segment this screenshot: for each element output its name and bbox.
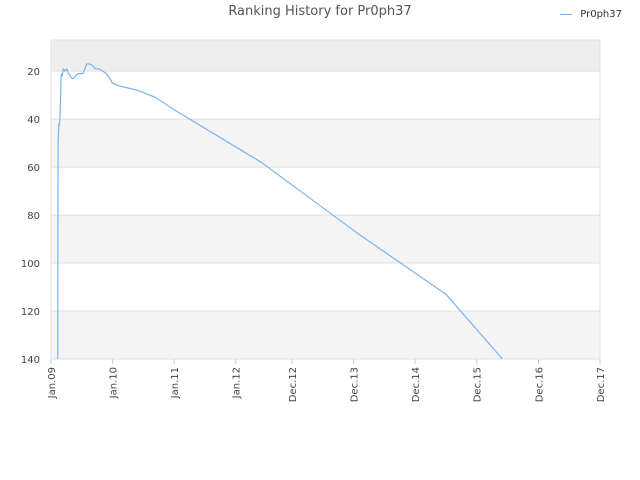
series-layer <box>57 63 503 360</box>
y-tick-label: 100 <box>21 259 40 270</box>
legend[interactable]: Pr0ph37 <box>560 9 622 20</box>
x-tick-label: Dec.16 <box>534 367 545 402</box>
x-tick-label: Dec.12 <box>288 367 299 402</box>
chart-title: Ranking History for Pr0ph37 <box>228 4 412 19</box>
legend-swatch <box>560 14 573 15</box>
y-tick-label: 140 <box>21 355 40 366</box>
x-tick-label: Dec.14 <box>411 367 422 402</box>
y-tick-label: 80 <box>27 211 40 222</box>
y-tick-label: 120 <box>21 307 40 318</box>
x-tick-label: Jan.11 <box>170 367 181 399</box>
plot-band <box>51 215 600 264</box>
series-line <box>57 63 503 360</box>
plot-band <box>51 40 600 72</box>
y-tick-label: 20 <box>27 67 40 78</box>
x-tick-label: Jan.12 <box>232 367 243 399</box>
y-tick-label: 60 <box>27 163 40 174</box>
plot-band <box>51 311 600 359</box>
plot-band <box>51 167 600 216</box>
plot-band <box>51 119 600 168</box>
plot-bands <box>51 40 600 359</box>
axes: 20 40 60 80 100 120 140 Jan.09 Jan.10 Jan.11 Jan.1… <box>21 67 607 402</box>
x-tick-label: Dec.15 <box>473 367 484 402</box>
plot-band <box>51 263 600 312</box>
plot-band <box>51 71 600 120</box>
y-tick-label: 40 <box>27 115 40 126</box>
x-tick-label: Dec.13 <box>350 367 361 402</box>
x-tick-label: Jan.09 <box>47 367 58 399</box>
x-tick-label: Dec.17 <box>596 367 607 402</box>
x-tick-label: Jan.10 <box>109 367 120 399</box>
gridlines <box>50 39 601 360</box>
legend-label: Pr0ph37 <box>580 9 622 20</box>
plot-border <box>50 39 601 360</box>
